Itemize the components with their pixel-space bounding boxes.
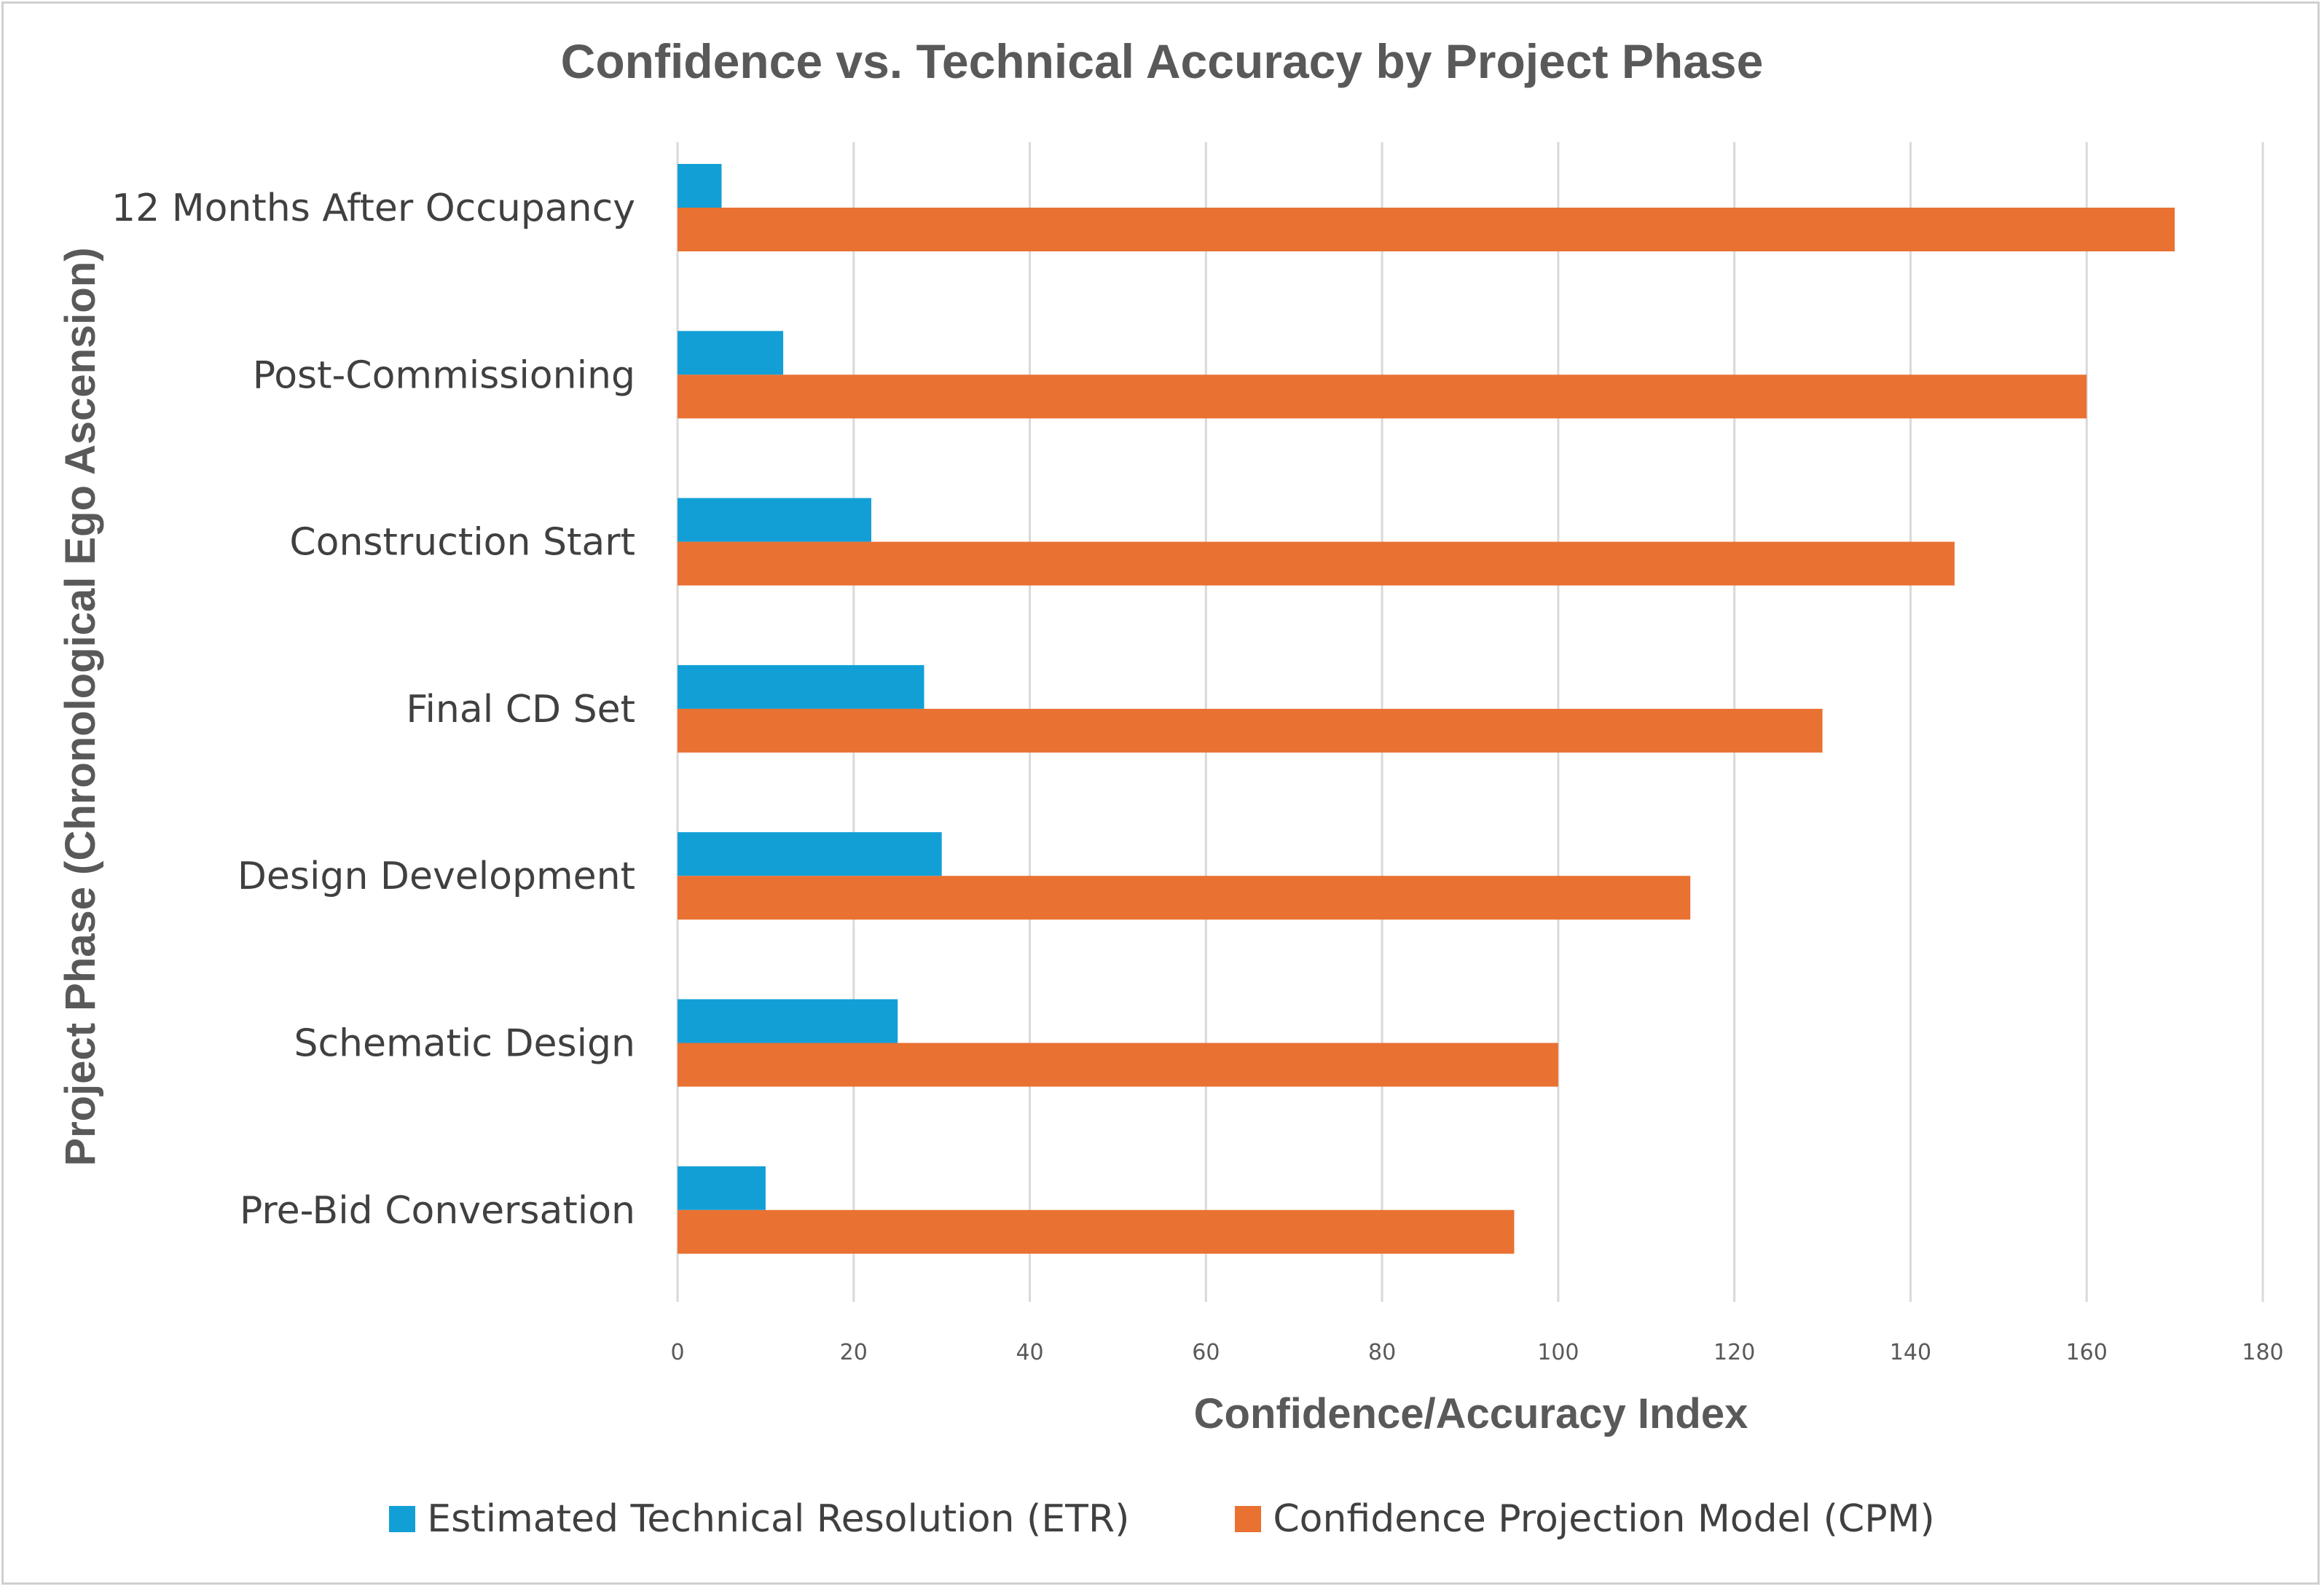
- x-tick-label: 40: [1016, 1340, 1043, 1365]
- bar-cpm-6: [678, 208, 2175, 251]
- legend-swatch-etr: [389, 1506, 416, 1532]
- legend: Estimated Technical Resolution (ETR) Con…: [0, 1497, 2324, 1541]
- x-tick-labels: 0 20 40 60 80 100 120 140 160 180: [670, 1340, 2283, 1365]
- bar-etr-0: [678, 1166, 766, 1210]
- legend-swatch-cpm: [1235, 1506, 1262, 1532]
- legend-item-etr: Estimated Technical Resolution (ETR): [389, 1497, 1129, 1541]
- chart-title: Confidence vs. Technical Accuracy by Pro…: [560, 34, 1764, 88]
- bar-etr-1: [678, 999, 898, 1043]
- category-label: Design Development: [237, 855, 635, 898]
- bar-etr-5: [678, 331, 784, 375]
- bar-cpm-1: [678, 1043, 1558, 1087]
- bars: [678, 164, 2175, 1254]
- category-label: Construction Start: [289, 521, 635, 565]
- category-label: Pre-Bid Conversation: [240, 1189, 635, 1233]
- bar-cpm-2: [678, 876, 1691, 920]
- bar-etr-3: [678, 664, 925, 709]
- legend-label-etr: Estimated Technical Resolution (ETR): [427, 1497, 1130, 1541]
- bar-etr-4: [678, 498, 871, 542]
- bar-etr-6: [678, 164, 722, 208]
- x-tick-label: 140: [1890, 1340, 1931, 1365]
- category-label: Schematic Design: [294, 1022, 635, 1066]
- category-label: Post-Commissioning: [253, 353, 635, 397]
- x-tick-label: 100: [1537, 1340, 1579, 1365]
- bar-cpm-4: [678, 541, 1955, 586]
- category-labels: Pre-Bid Conversation Schematic Design Desi…: [111, 187, 635, 1233]
- x-tick-label: 60: [1192, 1340, 1220, 1365]
- category-label: Final CD Set: [406, 688, 635, 731]
- legend-label-cpm: Confidence Projection Model (CPM): [1273, 1497, 1935, 1541]
- x-tick-label: 20: [840, 1340, 868, 1365]
- legend-item-cpm: Confidence Projection Model (CPM): [1235, 1497, 1935, 1541]
- x-tick-label: 160: [2066, 1340, 2108, 1365]
- x-tick-label: 0: [670, 1340, 684, 1365]
- bar-etr-2: [678, 832, 942, 876]
- x-tick-label: 120: [1713, 1340, 1755, 1365]
- bar-cpm-0: [678, 1209, 1515, 1254]
- x-tick-label: 80: [1368, 1340, 1396, 1365]
- x-tick-label: 180: [2242, 1340, 2283, 1365]
- x-axis-title: Confidence/Accuracy Index: [1194, 1390, 1748, 1437]
- category-label: 12 Months After Occupancy: [111, 187, 635, 230]
- bar-cpm-3: [678, 708, 1823, 753]
- y-axis-title: Project Phase (Chronological Ego Ascensi…: [57, 247, 104, 1166]
- bar-cpm-5: [678, 374, 2087, 419]
